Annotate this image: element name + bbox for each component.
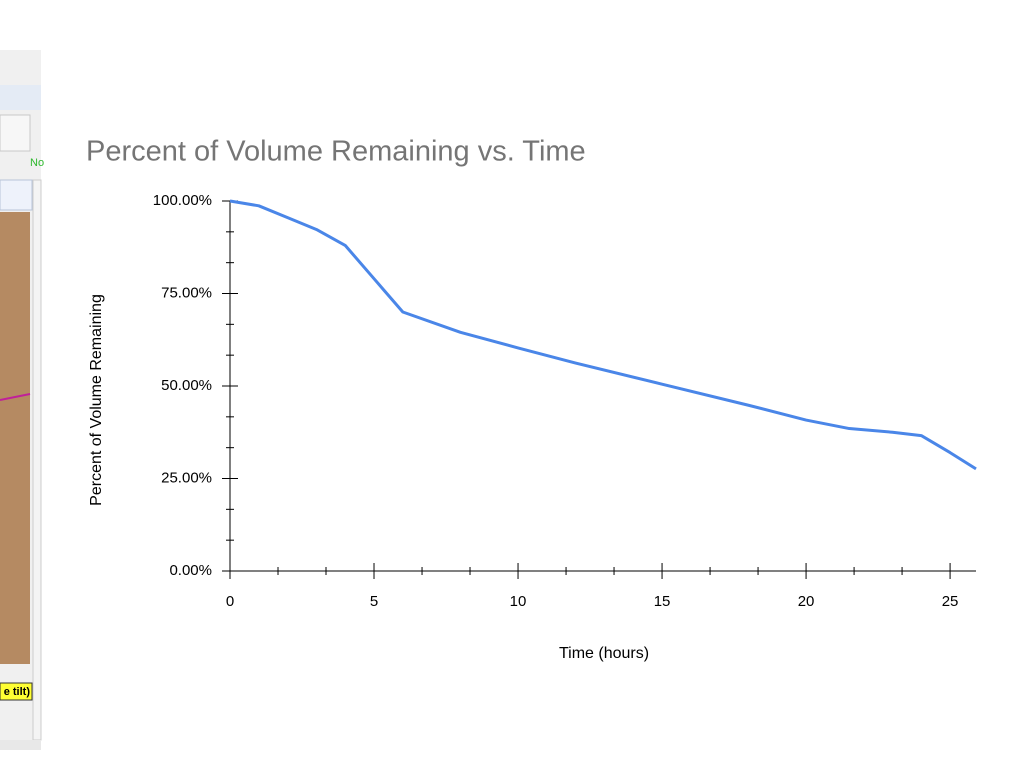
y-axis-label: Percent of Volume Remaining	[88, 294, 105, 506]
image-view	[0, 212, 30, 664]
y-tick-label: 75.00%	[161, 284, 212, 301]
y-tick-label: 0.00%	[169, 562, 212, 579]
label-text: e tilt)	[4, 686, 31, 698]
status-text: No	[30, 157, 44, 169]
toolbar	[0, 115, 30, 151]
x-tick-label: 0	[226, 593, 234, 610]
x-axis-label: Time (hours)	[559, 645, 649, 662]
x-tick-label: 25	[942, 593, 959, 610]
menu-bar	[0, 85, 41, 110]
chart-title: Percent of Volume Remaining vs. Time	[86, 136, 586, 168]
x-tick-label: 15	[654, 593, 671, 610]
scrollbar[interactable]	[33, 180, 41, 740]
status-bar	[0, 740, 41, 750]
image-header	[0, 180, 32, 210]
page: {"ui_fragment": {"status": "No", "label"…	[0, 0, 1014, 774]
app-fragment: No e tilt)	[0, 50, 44, 750]
data-line	[230, 201, 976, 469]
y-tick-label: 25.00%	[161, 469, 212, 486]
screen: No e tilt) Percent of Volume Remaining v…	[0, 0, 1014, 774]
y-tick-label: 50.00%	[161, 377, 212, 394]
x-tick-label: 20	[798, 593, 815, 610]
y-tick-label: 100.00%	[153, 192, 212, 209]
x-tick-label: 10	[510, 593, 527, 610]
x-tick-label: 5	[370, 593, 378, 610]
